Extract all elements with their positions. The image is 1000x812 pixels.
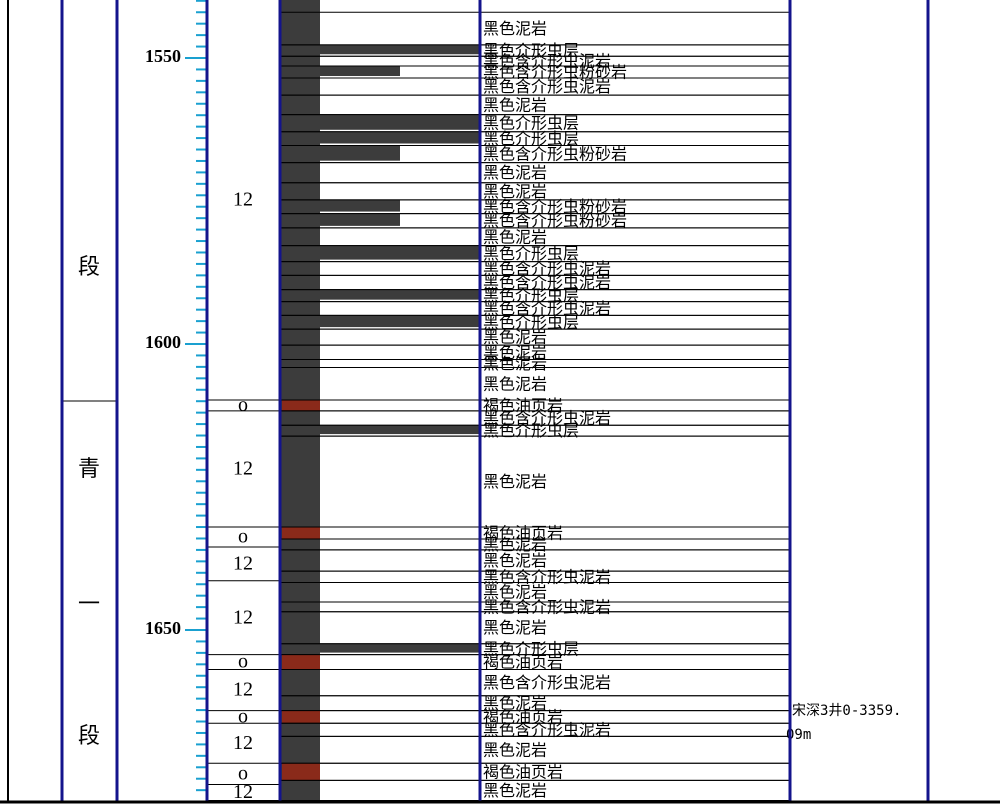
depth-label: 1550 xyxy=(145,46,181,66)
lithology-label: 黑色含介形虫泥岩 xyxy=(483,77,611,96)
lithology-label: 黑色含介形虫泥岩 xyxy=(483,259,611,278)
lithology-label: 黑色含介形虫泥岩 xyxy=(483,273,611,292)
grain-bar xyxy=(320,643,480,653)
grain-bar xyxy=(320,44,480,55)
stage-label: 段 xyxy=(78,724,100,749)
lithology-label: 黑色泥岩 xyxy=(483,328,547,347)
grain-bar xyxy=(320,131,480,144)
lithology-label: 黑色含介形虫泥岩 xyxy=(483,299,611,318)
lithology-label: 黑色介形虫层 xyxy=(483,244,579,263)
depth-label: 1600 xyxy=(145,332,181,352)
lithology-label: 黑色泥岩 xyxy=(483,227,547,246)
lithology-label: 黑色含介形虫粉砂岩 xyxy=(483,197,627,216)
code-label: ο xyxy=(238,762,248,784)
lithology-label: 黑色含介形虫粉砂岩 xyxy=(483,63,627,82)
lithology-label: 褐色油页岩 xyxy=(483,762,563,781)
code-label: ο xyxy=(238,394,248,416)
lithology-label: 黑色泥岩 xyxy=(483,19,547,38)
lithology-label: 黑色泥岩 xyxy=(483,781,547,800)
lithology-label: 黑色含介形虫泥岩 xyxy=(483,567,611,586)
lithology-label: 黑色泥岩 xyxy=(483,163,547,182)
code-label: 12 xyxy=(233,553,253,575)
lithology-label: 黑色泥岩 xyxy=(483,694,547,713)
column-borders xyxy=(60,0,930,802)
lithology-label: 黑色介形虫层 xyxy=(483,286,579,305)
grain-bar xyxy=(320,114,480,130)
lithology-label: 黑色介形虫层 xyxy=(483,114,579,133)
grain-bar xyxy=(320,199,400,212)
oil-shale-fill xyxy=(282,710,320,724)
code-label: 12 xyxy=(233,679,253,701)
lithology-label: 黑色介形虫层 xyxy=(483,41,579,60)
lithology-label: 黑色含介形虫泥岩 xyxy=(483,673,611,692)
layers: 15501600165012ο12ο1212ο12ο12ο12黑色泥岩黑色介形虫… xyxy=(145,0,790,803)
lithology-label: 黑色含介形虫粉砂岩 xyxy=(483,145,627,164)
lithology-label: 黑色介形虫层 xyxy=(483,313,579,332)
oil-shale-fill xyxy=(282,400,320,411)
lithology-label: 黑色泥岩 xyxy=(483,618,547,637)
grain-bar xyxy=(320,315,480,328)
lithology-label: 褐色油页岩 xyxy=(483,707,563,726)
grain-bar xyxy=(320,245,480,260)
lithology-label: 黑色泥岩 xyxy=(483,374,547,393)
code-label: ο xyxy=(238,526,248,548)
code-label: 12 xyxy=(233,458,253,480)
grain-bar xyxy=(320,66,400,77)
lithology-label: 黑色含介形虫泥岩 xyxy=(483,409,611,428)
code-label: 12 xyxy=(233,189,253,211)
lithology-label: 褐色油页岩 xyxy=(483,396,563,415)
oil-shale-fill xyxy=(282,654,320,670)
grain-bar xyxy=(320,289,480,300)
grain-bar xyxy=(320,213,400,226)
code-label: 12 xyxy=(233,781,253,803)
depth-label: 1650 xyxy=(145,618,181,638)
code-label: ο xyxy=(238,651,248,673)
lithology-label: 褐色油页岩 xyxy=(483,524,563,543)
lithology-label: 黑色泥岩 xyxy=(483,740,547,759)
oil-shale-fill xyxy=(282,527,320,540)
lithology-label: 黑色含介形虫泥岩 xyxy=(483,720,611,739)
lithology-label: 黑色介形虫层 xyxy=(483,640,579,659)
sample-note: 宋深3井0-3359. xyxy=(792,703,901,719)
lithology-label: 黑色泥岩 xyxy=(483,551,547,570)
lithology-label: 黑色含介形虫粉砂岩 xyxy=(483,211,627,230)
grain-bar xyxy=(320,145,400,161)
lithology-label: 褐色油页岩 xyxy=(483,653,563,672)
stage-label: 一 xyxy=(78,592,100,617)
sample-note: 09m xyxy=(786,727,811,743)
lithology-label: 黑色泥岩 xyxy=(483,343,547,362)
lithology-label: 黑色泥岩 xyxy=(483,95,547,114)
stage-label: 段 xyxy=(78,255,100,280)
lithology-label: 黑色泥岩 xyxy=(483,583,547,602)
lithology-label: 黑色泥岩 xyxy=(483,472,547,491)
lithology-label: 黑色泥岩 xyxy=(483,354,547,373)
code-label: 12 xyxy=(233,606,253,628)
lithology-label: 黑色介形虫层 xyxy=(483,421,579,440)
oil-shale-fill xyxy=(282,763,320,781)
lithology-label: 黑色介形虫层 xyxy=(483,129,579,148)
lithology-label: 黑色泥岩 xyxy=(483,535,547,554)
stage-label: 青 xyxy=(78,457,100,482)
code-label: ο xyxy=(238,706,248,728)
grain-bar xyxy=(320,425,480,435)
code-label: 12 xyxy=(233,732,253,754)
lithology-label: 黑色含介形虫泥岩 xyxy=(483,597,611,616)
lithology-label: 黑色泥岩 xyxy=(483,182,547,201)
